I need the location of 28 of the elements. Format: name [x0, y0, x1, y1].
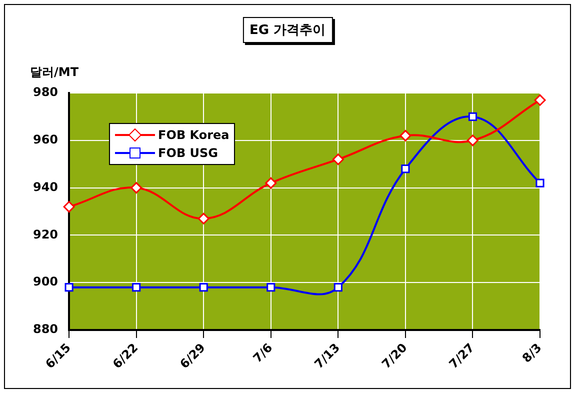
y-tick-label: 880 — [32, 322, 58, 336]
y-tick-label: 960 — [32, 132, 58, 147]
point — [468, 112, 478, 121]
point — [466, 134, 478, 146]
legend-label: FOB USG — [158, 146, 218, 160]
x-tick-label: 8/3 — [520, 340, 544, 366]
y-tick-label: 900 — [32, 274, 58, 289]
point — [132, 283, 141, 292]
chart-title: EG 가격추이 — [242, 17, 333, 43]
point — [198, 212, 210, 224]
point — [265, 177, 277, 189]
point — [130, 182, 142, 194]
point — [401, 164, 410, 174]
y-tick-label: 980 — [32, 85, 58, 100]
point — [199, 283, 208, 292]
y-tick-label: 920 — [32, 227, 58, 242]
point — [400, 130, 412, 142]
point — [334, 283, 342, 292]
point — [536, 178, 544, 188]
point — [332, 154, 344, 166]
y-tick-label: 940 — [32, 180, 58, 194]
x-tick-label: 7/6 — [250, 340, 276, 366]
point — [64, 283, 74, 292]
y-axis-title: 달러/MT — [30, 64, 79, 81]
point — [266, 283, 276, 292]
legend-label: FOB Korea — [158, 128, 230, 142]
point — [534, 94, 546, 106]
point — [63, 201, 75, 213]
